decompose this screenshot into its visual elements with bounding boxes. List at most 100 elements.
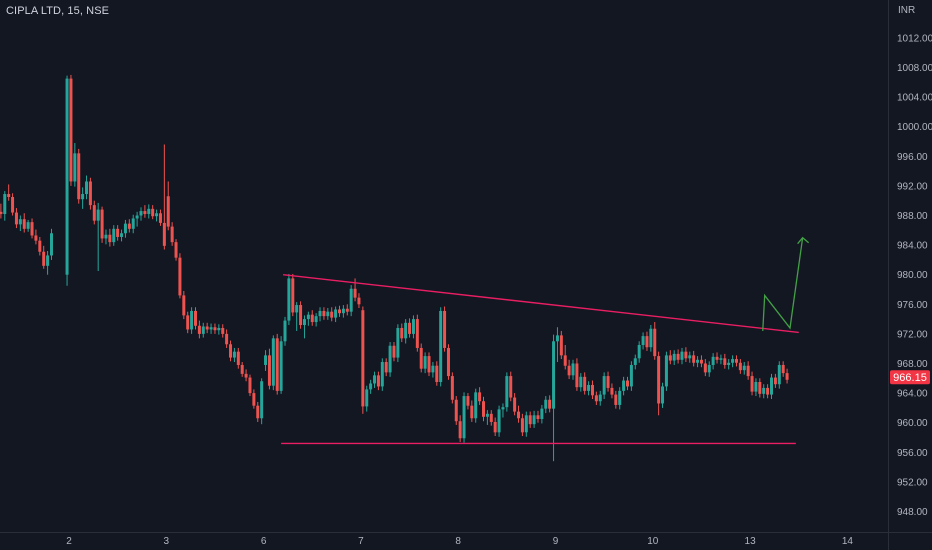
candle (489, 410, 493, 426)
candle (439, 307, 443, 387)
candle-body (559, 335, 563, 356)
candle (38, 236, 42, 256)
candle-body (481, 401, 485, 417)
candle-body (633, 358, 637, 365)
candle-body (217, 327, 221, 331)
time-tick-label: 10 (647, 536, 659, 547)
candle-body (334, 309, 338, 318)
price-tick-label: 948.00 (897, 507, 928, 518)
projection-arrow-path[interactable] (762, 237, 804, 331)
candle-body (302, 319, 306, 326)
candle (692, 350, 696, 367)
candle-body (785, 373, 789, 380)
candle (766, 384, 770, 399)
candle-body (18, 219, 22, 225)
candle (104, 229, 108, 245)
candle (703, 359, 707, 377)
candle-body (30, 222, 34, 236)
candle-body (458, 421, 462, 439)
candle (18, 215, 22, 232)
candle (65, 75, 69, 286)
candle (322, 307, 326, 320)
candle-body (240, 364, 244, 374)
candle (108, 228, 112, 247)
candle (73, 142, 77, 187)
candle (314, 313, 318, 327)
candle (567, 359, 571, 380)
candle-body (193, 310, 197, 326)
candlestick-series (0, 74, 789, 462)
candle (396, 324, 400, 363)
candle (127, 219, 131, 233)
candle (594, 391, 598, 405)
candle (81, 187, 85, 209)
candle (688, 351, 692, 363)
candle-body (283, 320, 287, 342)
time-tick-label: 2 (66, 536, 72, 547)
candle-body (147, 208, 151, 215)
price-tick-label: 964.00 (897, 389, 928, 400)
candle-body (396, 327, 400, 358)
candle (661, 382, 665, 408)
candle (400, 323, 404, 343)
candle (590, 380, 594, 400)
candle-body (248, 377, 252, 394)
candle-body (770, 377, 774, 395)
candle-body (505, 376, 509, 408)
candle (684, 347, 688, 363)
candle (734, 355, 738, 367)
candle (174, 239, 178, 261)
candle (672, 350, 676, 365)
candle-body (287, 278, 291, 321)
candle-body (571, 363, 575, 376)
candle (641, 332, 645, 350)
candle (419, 343, 423, 373)
candle-body (637, 345, 641, 359)
candle (540, 404, 544, 424)
candle-body (291, 278, 295, 313)
candle-body (112, 228, 116, 243)
candle-body (236, 351, 240, 365)
candle-body (415, 319, 419, 348)
candle (478, 387, 482, 405)
price-tick-label: 992.00 (897, 181, 928, 192)
candle (349, 285, 353, 317)
candle-body (26, 222, 30, 229)
candle-body (750, 376, 754, 392)
candle-body (462, 396, 466, 439)
candle (633, 354, 637, 370)
candle (143, 205, 147, 218)
descending-trendline[interactable] (282, 274, 799, 334)
candle (602, 372, 606, 400)
symbol-title[interactable]: CIPLA LTD, 15, NSE (6, 5, 110, 17)
candle (427, 352, 431, 377)
candle-body (773, 377, 777, 385)
last-price-value: 966.15 (893, 372, 927, 384)
candle-body (139, 211, 143, 216)
candle (369, 379, 373, 394)
candle (225, 329, 229, 348)
candle-body (310, 314, 314, 323)
candle-body (104, 234, 108, 239)
candle-body (3, 194, 7, 215)
candle (415, 314, 419, 352)
candle-body (384, 362, 388, 373)
candle-body (563, 355, 567, 366)
candle-body (649, 328, 653, 348)
candle-body (158, 213, 162, 223)
candle (536, 410, 540, 423)
price-axis[interactable]: 948.00 952.00 956.00 960.00 964.00 968.00 972.… (897, 33, 932, 518)
candle-body (594, 395, 598, 402)
candle-body (182, 295, 186, 316)
candle-body (264, 355, 268, 365)
candle-body (567, 365, 571, 376)
candle-body (583, 376, 587, 391)
candle-body (69, 78, 73, 182)
candle (380, 358, 384, 391)
time-axis[interactable]: 2 3 6 7 8 9 10 13 14 (66, 536, 853, 547)
candle-body (657, 356, 661, 404)
candle-body (738, 362, 742, 371)
candle (357, 293, 361, 308)
candle-body (688, 355, 692, 359)
